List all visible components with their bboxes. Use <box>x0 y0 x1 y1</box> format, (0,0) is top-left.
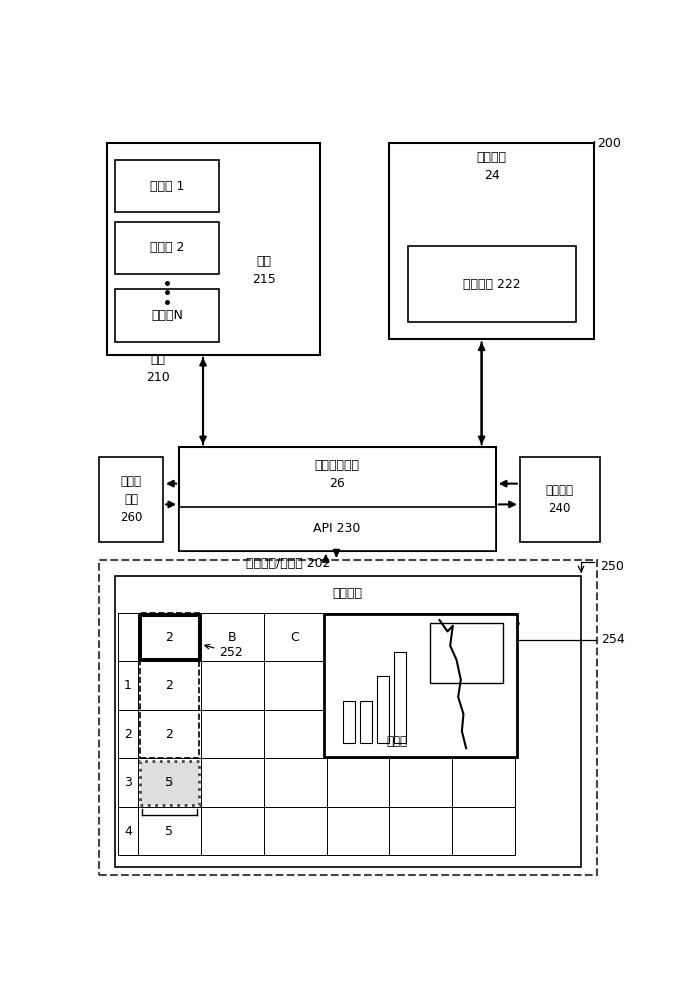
Bar <box>115 222 219 274</box>
Text: 4: 4 <box>124 825 132 838</box>
Text: 3: 3 <box>166 776 173 789</box>
Bar <box>430 623 503 683</box>
Text: 电子表格: 电子表格 <box>333 587 363 600</box>
Text: 计算引擎 222: 计算引擎 222 <box>463 278 520 291</box>
Text: 应用程序
24: 应用程序 24 <box>477 151 506 182</box>
Bar <box>139 615 199 659</box>
Text: C: C <box>291 631 300 644</box>
Bar <box>139 761 199 805</box>
Text: 小工具: 小工具 <box>387 735 407 748</box>
Bar <box>140 613 199 758</box>
Text: 承租人 2: 承租人 2 <box>150 241 184 254</box>
Text: 252: 252 <box>205 644 243 659</box>
Text: B: B <box>228 631 236 644</box>
Text: 2: 2 <box>124 728 132 741</box>
Bar <box>179 507 496 551</box>
Bar <box>390 143 594 339</box>
Text: 200: 200 <box>597 137 621 150</box>
Bar <box>377 676 389 743</box>
Bar <box>408 246 576 322</box>
Bar <box>115 576 581 867</box>
Text: F: F <box>480 631 487 644</box>
Text: 2: 2 <box>166 728 173 741</box>
Text: 3: 3 <box>124 776 132 789</box>
Text: 小工具
站点
260: 小工具 站点 260 <box>120 475 142 524</box>
Bar <box>99 560 597 875</box>
Text: 服务
210: 服务 210 <box>146 353 170 384</box>
Text: 承租人 1: 承租人 1 <box>150 180 184 193</box>
Bar <box>179 447 496 551</box>
Bar <box>99 457 163 542</box>
Text: 1: 1 <box>124 679 132 692</box>
Bar <box>115 160 219 212</box>
Text: 承租人N: 承租人N <box>151 309 183 322</box>
Bar <box>107 143 320 355</box>
Text: 250: 250 <box>600 560 624 573</box>
Text: 5: 5 <box>166 825 173 838</box>
Bar <box>394 652 406 743</box>
Text: 小工具管理器
26: 小工具管理器 26 <box>315 459 360 490</box>
Text: A: A <box>165 631 174 644</box>
Bar <box>343 701 354 743</box>
Text: 资源
215: 资源 215 <box>252 255 276 286</box>
Text: 254: 254 <box>601 633 625 646</box>
Bar <box>324 614 517 757</box>
Text: 数据存储
240: 数据存储 240 <box>545 484 574 515</box>
Text: 5: 5 <box>166 776 173 789</box>
Bar <box>115 289 219 342</box>
Bar <box>360 701 372 743</box>
Text: 2: 2 <box>166 679 173 692</box>
Text: API 230: API 230 <box>313 522 361 535</box>
Text: D: D <box>353 631 363 644</box>
Text: E: E <box>417 631 425 644</box>
Bar <box>520 457 600 542</box>
Text: 2: 2 <box>166 631 173 644</box>
Text: 输入设备/显示器 202: 输入设备/显示器 202 <box>246 557 330 570</box>
